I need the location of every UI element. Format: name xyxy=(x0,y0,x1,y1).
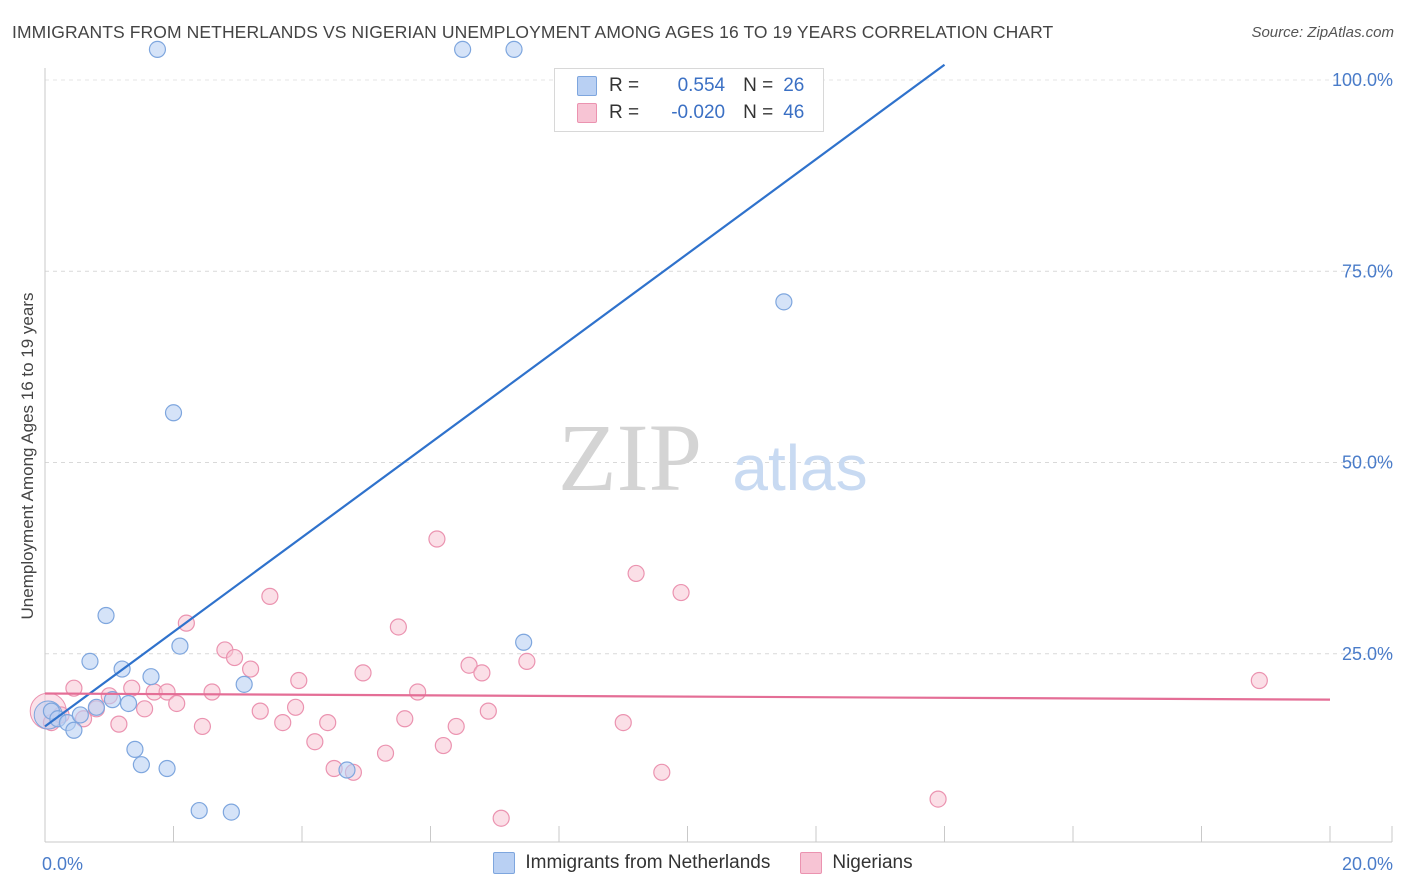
legend-swatch-blue xyxy=(577,76,597,96)
nigerians-point[interactable] xyxy=(274,713,292,732)
netherlands-point[interactable] xyxy=(164,404,183,422)
source-credit: Source: ZipAtlas.com xyxy=(1251,24,1394,41)
legend-swatch-pink xyxy=(577,103,597,123)
nigerians-point[interactable] xyxy=(168,694,186,713)
netherlands-point[interactable] xyxy=(158,759,176,778)
nigerians-point[interactable] xyxy=(319,713,337,732)
chart-title: IMMIGRANTS FROM NETHERLANDS VS NIGERIAN … xyxy=(12,22,1054,42)
nigerians-point[interactable] xyxy=(614,713,632,732)
nigerians-point[interactable] xyxy=(518,652,536,671)
netherlands-point[interactable] xyxy=(190,801,208,820)
nigerians-point[interactable] xyxy=(110,715,128,733)
netherlands-point[interactable] xyxy=(171,637,189,655)
nigerians-point[interactable] xyxy=(203,683,221,701)
watermark: ZIP atlas xyxy=(558,404,868,511)
y-tick-label: 25.0% xyxy=(1342,644,1393,664)
nigerians-point[interactable] xyxy=(158,683,176,701)
netherlands-point[interactable] xyxy=(338,761,356,779)
legend-n-value: 46 xyxy=(783,102,805,123)
netherlands-point[interactable] xyxy=(454,40,472,59)
netherlands-point[interactable] xyxy=(222,803,240,821)
nigerians-point[interactable] xyxy=(1250,671,1268,690)
nigerians-point[interactable] xyxy=(447,717,465,736)
gridlines xyxy=(45,79,1392,655)
legend-swatch-pink xyxy=(800,852,823,874)
axes xyxy=(44,68,1393,843)
netherlands-point[interactable] xyxy=(126,740,144,758)
legend-item-nigerians[interactable]: Nigerians xyxy=(800,852,913,874)
nigerians-point[interactable] xyxy=(306,733,324,751)
legend-label-nigerians: Nigerians xyxy=(832,852,913,873)
netherlands-point[interactable] xyxy=(103,691,122,709)
nigerians-point[interactable] xyxy=(479,702,497,720)
netherlands-point[interactable] xyxy=(71,706,89,724)
x-tick-label: 20.0% xyxy=(1342,854,1393,874)
nigerians-point[interactable] xyxy=(929,790,947,808)
legend-n-value: 26 xyxy=(783,75,805,96)
netherlands-points xyxy=(33,40,793,821)
nigerians-points xyxy=(29,530,1268,827)
nigerians-point[interactable] xyxy=(251,702,269,720)
netherlands-point[interactable] xyxy=(148,40,167,59)
tick-labels: 25.0% 50.0% 75.0% 100.0% 0.0% 20.0% xyxy=(42,70,1393,874)
nigerians-point[interactable] xyxy=(389,618,407,636)
netherlands-point[interactable] xyxy=(81,652,99,671)
nigerians-point[interactable] xyxy=(286,698,305,716)
legend-swatch-blue xyxy=(493,852,516,874)
netherlands-point[interactable] xyxy=(132,756,150,774)
nigerians-point[interactable] xyxy=(65,679,83,697)
legend-row-netherlands: R = 0.554 N = 26 xyxy=(577,74,804,98)
trend-lines xyxy=(44,63,1331,728)
nigerians-point[interactable] xyxy=(428,530,446,548)
series-legend: Immigrants from Netherlands Nigerians xyxy=(0,852,1406,874)
netherlands-point[interactable] xyxy=(97,606,115,625)
watermark-zip: ZIP xyxy=(558,404,702,511)
netherlands-point[interactable] xyxy=(119,694,138,713)
y-tick-label: 100.0% xyxy=(1332,70,1393,90)
legend-label-netherlands: Immigrants from Netherlands xyxy=(525,852,771,873)
netherlands-trend-line xyxy=(44,63,946,728)
x-tick-label: 0.0% xyxy=(42,854,83,874)
nigerians-point[interactable] xyxy=(653,763,671,781)
nigerians-point[interactable] xyxy=(135,700,154,718)
nigerians-trend-line xyxy=(44,692,1331,701)
netherlands-point[interactable] xyxy=(142,668,160,686)
nigerians-point[interactable] xyxy=(409,683,427,701)
y-tick-label: 50.0% xyxy=(1342,453,1393,473)
nigerians-point[interactable] xyxy=(627,564,645,583)
legend-n-label: N = xyxy=(743,75,774,96)
nigerians-point[interactable] xyxy=(434,736,452,755)
y-tick-label: 75.0% xyxy=(1342,261,1393,281)
legend-r-label: R = xyxy=(609,75,640,96)
legend-row-nigerians: R = -0.020 N = 46 xyxy=(577,101,804,125)
netherlands-point[interactable] xyxy=(515,633,533,651)
legend-n-label: N = xyxy=(743,102,774,123)
netherlands-point[interactable] xyxy=(505,40,523,59)
nigerians-point[interactable] xyxy=(672,583,690,602)
netherlands-point[interactable] xyxy=(65,721,83,739)
legend-item-netherlands[interactable]: Immigrants from Netherlands xyxy=(493,852,770,874)
correlation-legend: R = 0.554 N = 26 R = -0.020 N = 46 xyxy=(554,68,824,132)
nigerians-point[interactable] xyxy=(261,587,279,605)
nigerians-point[interactable] xyxy=(242,660,260,678)
nigerians-point[interactable] xyxy=(396,710,414,728)
legend-r-value: 0.554 xyxy=(677,75,726,96)
nigerians-point[interactable] xyxy=(492,809,510,827)
legend-r-value: -0.020 xyxy=(671,102,726,123)
nigerians-point[interactable] xyxy=(290,671,308,690)
watermark-atlas: atlas xyxy=(732,432,867,504)
nigerians-point[interactable] xyxy=(376,744,395,762)
legend-r-label: R = xyxy=(609,102,640,123)
netherlands-point[interactable] xyxy=(235,675,253,693)
nigerians-point[interactable] xyxy=(473,664,491,682)
nigerians-point[interactable] xyxy=(354,664,372,682)
nigerians-point[interactable] xyxy=(193,717,212,736)
nigerians-point[interactable] xyxy=(460,656,478,674)
netherlands-point[interactable] xyxy=(775,293,793,311)
nigerians-point[interactable] xyxy=(225,648,244,667)
netherlands-point[interactable] xyxy=(87,698,106,716)
